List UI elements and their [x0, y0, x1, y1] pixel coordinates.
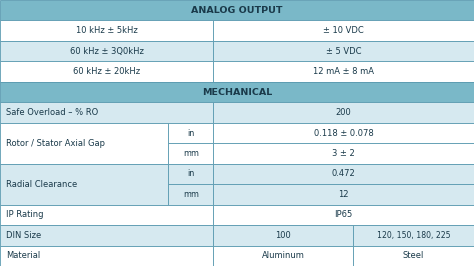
Bar — [213, 20, 474, 41]
Bar — [0, 246, 213, 266]
Bar — [0, 41, 213, 61]
Text: MECHANICAL: MECHANICAL — [202, 88, 272, 97]
Bar — [0, 20, 213, 41]
Text: 100: 100 — [275, 231, 291, 240]
Bar — [0, 82, 474, 102]
Bar — [213, 184, 474, 205]
Text: Steel: Steel — [403, 251, 424, 260]
Bar — [0, 164, 168, 205]
Text: ± 5 VDC: ± 5 VDC — [326, 47, 361, 56]
Bar — [213, 246, 353, 266]
Text: Safe Overload – % RO: Safe Overload – % RO — [6, 108, 98, 117]
Bar — [213, 205, 474, 225]
Bar — [0, 205, 213, 225]
Text: DIN Size: DIN Size — [6, 231, 41, 240]
Text: Aluminum: Aluminum — [262, 251, 305, 260]
Text: ANALOG OUTPUT: ANALOG OUTPUT — [191, 6, 283, 15]
Text: Rotor / Stator Axial Gap: Rotor / Stator Axial Gap — [6, 139, 105, 148]
Bar — [213, 102, 474, 123]
Text: 60 kHz ± 3Q0kHz: 60 kHz ± 3Q0kHz — [70, 47, 144, 56]
Text: ± 10 VDC: ± 10 VDC — [323, 26, 364, 35]
Bar — [213, 61, 474, 82]
Text: 12: 12 — [338, 190, 349, 199]
Text: Radial Clearance: Radial Clearance — [6, 180, 77, 189]
Bar — [213, 143, 474, 164]
Bar — [353, 246, 474, 266]
Text: 200: 200 — [336, 108, 352, 117]
Text: in: in — [187, 169, 194, 178]
Bar — [213, 164, 474, 184]
Bar — [0, 225, 213, 246]
Text: 10 kHz ± 5kHz: 10 kHz ± 5kHz — [76, 26, 137, 35]
Bar — [0, 123, 168, 164]
Bar — [213, 41, 474, 61]
Bar — [168, 143, 213, 164]
Text: IP Rating: IP Rating — [6, 210, 43, 219]
Bar — [0, 102, 213, 123]
Text: 0.472: 0.472 — [332, 169, 356, 178]
Text: mm: mm — [183, 149, 199, 158]
Text: 3 ± 2: 3 ± 2 — [332, 149, 355, 158]
Text: 0.118 ± 0.078: 0.118 ± 0.078 — [314, 128, 374, 138]
Bar — [0, 0, 474, 20]
Bar — [0, 61, 213, 82]
Bar — [168, 164, 213, 184]
Bar — [168, 123, 213, 143]
Text: mm: mm — [183, 190, 199, 199]
Text: 120, 150, 180, 225: 120, 150, 180, 225 — [377, 231, 450, 240]
Bar — [213, 123, 474, 143]
Text: 60 kHz ± 20kHz: 60 kHz ± 20kHz — [73, 67, 140, 76]
Bar — [168, 184, 213, 205]
Text: Material: Material — [6, 251, 40, 260]
Bar — [213, 225, 353, 246]
Text: 12 mA ± 8 mA: 12 mA ± 8 mA — [313, 67, 374, 76]
Bar — [353, 225, 474, 246]
Text: IP65: IP65 — [335, 210, 353, 219]
Text: in: in — [187, 128, 194, 138]
